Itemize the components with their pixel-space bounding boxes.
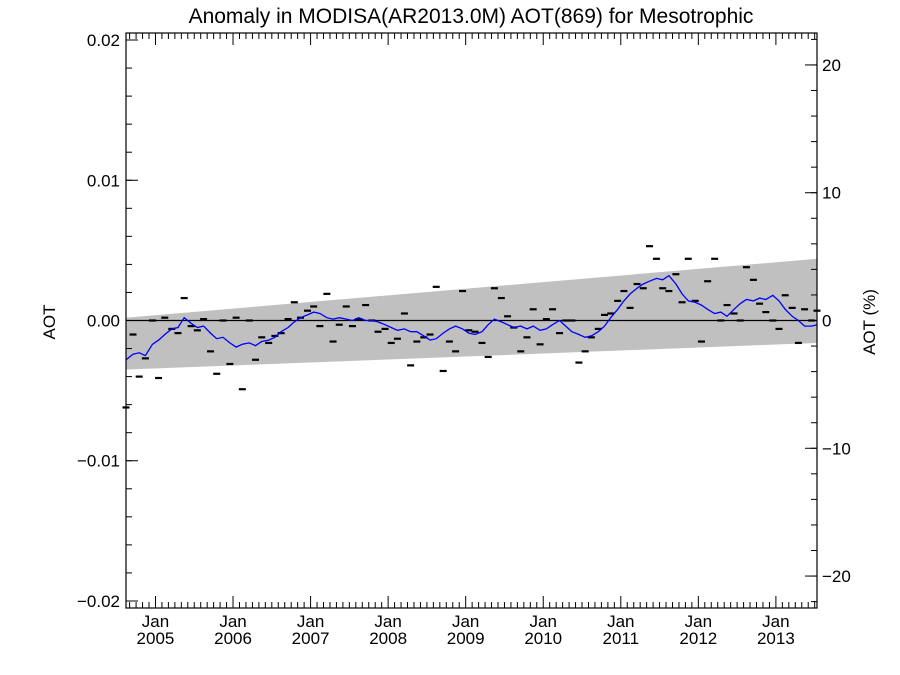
y-tick-label: 0.02 (87, 31, 120, 50)
y-axis-label: AOT (40, 305, 59, 340)
x-tick-year-label: 2007 (292, 629, 330, 648)
chart-title: Anomaly in MODISA(AR2013.0M) AOT(869) fo… (189, 5, 754, 28)
y-right-tick-label: −20 (822, 567, 851, 586)
y-axis-right-label: AOT (%) (860, 289, 879, 355)
y-tick-label: 0.00 (87, 312, 120, 331)
x-tick-year-label: 2010 (524, 629, 562, 648)
x-tick-month-label: Jan (762, 612, 789, 631)
x-tick-month-label: Jan (142, 612, 169, 631)
x-tick-month-label: Jan (685, 612, 712, 631)
x-tick-year-label: 2011 (603, 629, 640, 648)
y-tick-label: −0.01 (77, 452, 120, 471)
x-tick-year-label: 2005 (137, 629, 175, 648)
x-tick-year-label: 2012 (679, 629, 717, 648)
y-right-tick-label: 20 (822, 56, 841, 75)
x-tick-year-label: 2008 (369, 629, 407, 648)
plot-area (126, 258, 817, 370)
x-tick-year-label: 2009 (447, 629, 485, 648)
x-tick-month-label: Jan (530, 612, 557, 631)
y-tick-label: 0.01 (87, 171, 120, 190)
x-tick-month-label: Jan (374, 612, 401, 631)
y-tick-label: −0.02 (77, 592, 120, 611)
running-mean-line (125, 274, 818, 361)
data-marks (122, 245, 821, 409)
confidence-band (126, 258, 817, 370)
x-tick-year-label: 2006 (214, 629, 252, 648)
x-tick-month-label: Jan (219, 612, 246, 631)
x-tick-month-label: Jan (452, 612, 479, 631)
x-tick-month-label: Jan (607, 612, 634, 631)
x-tick-month-label: Jan (297, 612, 324, 631)
x-tick-year-label: 2013 (757, 629, 795, 648)
y-right-tick-label: 0 (822, 312, 831, 331)
y-right-tick-label: 10 (822, 184, 841, 203)
y-right-tick-label: −10 (822, 439, 851, 458)
axes-frame: 0.020.010.00−0.01−0.0220100−10−20Jan2005… (77, 31, 851, 648)
